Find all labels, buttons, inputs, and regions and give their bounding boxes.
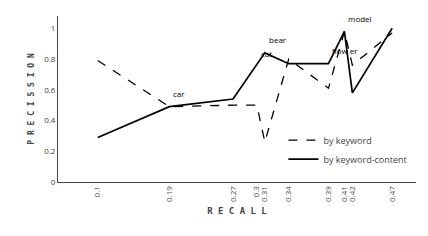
svg-text:flow er: flow er (332, 45, 358, 56)
svg-text:1: 1 (51, 22, 56, 33)
svg-text:0.4: 0.4 (44, 114, 56, 125)
svg-text:0.41: 0.41 (338, 186, 349, 202)
svg-text:by keyword: by keyword (323, 134, 371, 147)
svg-text:0: 0 (51, 176, 56, 187)
svg-text:by keyword-content: by keyword-content (323, 153, 406, 166)
svg-text:model: model (348, 13, 372, 24)
svg-text:0.3: 0.3 (250, 186, 261, 198)
svg-text:0.2: 0.2 (44, 145, 56, 156)
svg-text:0.42: 0.42 (346, 186, 357, 202)
svg-text:0.47: 0.47 (386, 186, 397, 202)
svg-text:car: car (173, 88, 185, 99)
svg-text:0.6: 0.6 (44, 84, 56, 95)
svg-text:R E C A L L: R E C A L L (207, 206, 267, 216)
svg-text:0.31: 0.31 (258, 186, 269, 202)
svg-text:bear: bear (269, 34, 287, 45)
svg-text:0.39: 0.39 (322, 186, 333, 202)
svg-text:0.34: 0.34 (282, 186, 293, 202)
svg-text:cat: cat (261, 48, 272, 59)
svg-text:P R E C I S S I O N: P R E C I S S I O N (27, 53, 36, 145)
svg-text:0.1: 0.1 (91, 186, 102, 197)
svg-text:0.8: 0.8 (44, 53, 56, 64)
svg-text:0.27: 0.27 (227, 186, 238, 202)
svg-text:0.19: 0.19 (163, 186, 174, 202)
